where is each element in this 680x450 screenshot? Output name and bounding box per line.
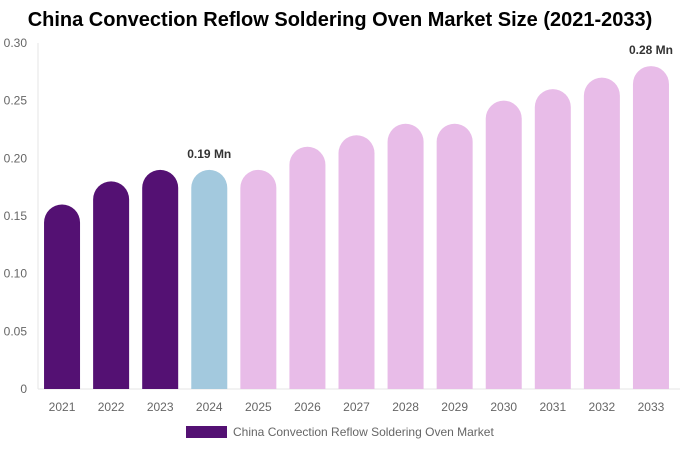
y-tick-label: 0.05 [4, 324, 28, 338]
bar-2028 [387, 123, 424, 389]
x-tick-label: 2026 [294, 400, 321, 414]
x-tick-label: 2021 [49, 400, 76, 414]
x-tick-label: 2030 [490, 400, 517, 414]
x-tick-label: 2022 [98, 400, 125, 414]
bar-2023 [142, 169, 179, 389]
x-tick-label: 2029 [441, 400, 468, 414]
bar-2031 [534, 89, 571, 389]
bar-2030 [485, 100, 522, 389]
y-tick-label: 0.30 [4, 36, 28, 50]
x-tick-label: 2031 [539, 400, 566, 414]
x-tick-label: 2024 [196, 400, 223, 414]
x-tick-label: 2033 [638, 400, 665, 414]
y-tick-label: 0.10 [4, 267, 28, 281]
legend: China Convection Reflow Soldering Oven M… [186, 425, 494, 439]
bar-2027 [338, 135, 375, 389]
chart-title: China Convection Reflow Soldering Oven M… [27, 9, 653, 31]
data-label-2024: 0.19 Mn [187, 147, 231, 161]
bar-2026 [289, 146, 326, 389]
bar-2025 [240, 169, 277, 389]
x-tick-label: 2032 [589, 400, 616, 414]
y-tick-label: 0.20 [4, 151, 28, 165]
x-tick-label: 2027 [343, 400, 370, 414]
y-tick-label: 0.15 [4, 209, 28, 223]
y-tick-label: 0 [20, 382, 27, 396]
bar-2022 [93, 181, 130, 389]
bar-2029 [436, 123, 473, 389]
bar-2024 [191, 169, 228, 389]
bar-2021 [44, 204, 81, 389]
bar-2032 [583, 77, 620, 389]
x-tick-label: 2023 [147, 400, 174, 414]
y-tick-label: 0.25 [4, 94, 28, 108]
data-label-2033: 0.28 Mn [629, 43, 673, 57]
x-tick-label: 2025 [245, 400, 272, 414]
bar-2033 [632, 66, 669, 389]
legend-swatch [186, 426, 227, 438]
x-tick-label: 2028 [392, 400, 419, 414]
legend-label: China Convection Reflow Soldering Oven M… [233, 425, 494, 439]
